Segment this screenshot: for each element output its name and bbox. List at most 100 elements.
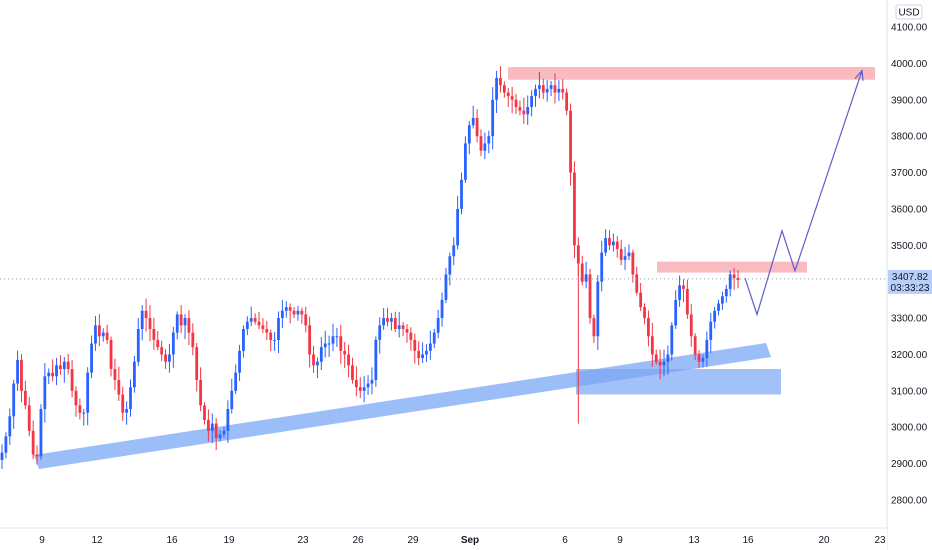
candle-body xyxy=(713,310,717,322)
candle xyxy=(553,73,557,104)
projection-path xyxy=(744,70,863,317)
candle-body xyxy=(666,354,670,362)
candle-body xyxy=(608,238,611,246)
candle-body xyxy=(86,372,90,413)
candle xyxy=(105,324,109,344)
candle xyxy=(144,298,148,332)
candle-body xyxy=(701,358,705,362)
candle-body xyxy=(164,354,167,362)
candle-body xyxy=(168,354,171,362)
candle-body xyxy=(549,85,553,89)
candle-body xyxy=(428,343,432,351)
candle-body xyxy=(436,318,440,333)
candle xyxy=(354,366,358,397)
support-zone xyxy=(576,369,781,395)
candle-body xyxy=(78,405,82,413)
y-tick-label: 2800.00 xyxy=(891,496,928,507)
candle-body xyxy=(288,307,292,311)
candle xyxy=(27,397,31,437)
candle xyxy=(580,255,584,286)
candle xyxy=(265,320,269,341)
candle xyxy=(183,314,187,340)
candle-body xyxy=(541,85,545,93)
candle-body xyxy=(74,390,78,406)
candle xyxy=(374,336,378,387)
candle-body xyxy=(4,436,8,453)
candle-body xyxy=(467,125,471,144)
candle-body xyxy=(242,328,245,351)
candle xyxy=(230,378,234,414)
candle-body xyxy=(136,328,140,362)
candle xyxy=(526,95,530,125)
candle xyxy=(608,230,611,250)
candle xyxy=(133,355,136,393)
candle-body xyxy=(588,274,592,319)
candle-body xyxy=(140,310,144,329)
candle xyxy=(464,136,467,184)
candle-body xyxy=(273,339,276,341)
candle xyxy=(226,400,230,443)
candle-body xyxy=(635,274,639,293)
candle-body xyxy=(654,354,658,362)
candle-body xyxy=(397,325,401,329)
x-tick-label: 6 xyxy=(562,535,568,546)
candle-body xyxy=(94,325,97,344)
resistance-zone xyxy=(508,67,875,80)
x-axis-panel[interactable] xyxy=(0,528,887,550)
candle-body xyxy=(156,339,160,348)
candle-body xyxy=(393,318,397,329)
candle-body xyxy=(382,318,386,326)
candle xyxy=(479,129,483,157)
candle-body xyxy=(386,318,389,322)
y-tick-label: 2900.00 xyxy=(891,459,928,470)
candle-body xyxy=(506,92,510,97)
candle-body xyxy=(8,416,12,437)
currency-badge[interactable] xyxy=(895,4,923,20)
candle-body xyxy=(413,339,417,351)
candle-body xyxy=(187,318,191,333)
candle xyxy=(409,327,413,351)
candle xyxy=(179,305,183,334)
candle-body xyxy=(678,285,681,300)
candle xyxy=(545,79,549,102)
candle xyxy=(584,261,588,289)
candle-body xyxy=(390,318,393,322)
candle xyxy=(125,401,129,425)
candle-body xyxy=(732,274,736,279)
candle xyxy=(175,311,179,340)
candle-body xyxy=(195,347,199,380)
candle xyxy=(195,342,199,392)
candle xyxy=(319,337,323,371)
candle xyxy=(514,93,518,114)
candle-body xyxy=(253,318,257,322)
candle-body xyxy=(203,405,206,420)
candle-body xyxy=(736,278,740,280)
candle-body xyxy=(327,343,331,345)
candle xyxy=(541,78,545,100)
candle xyxy=(689,304,693,347)
candle xyxy=(390,312,393,331)
candle-body xyxy=(682,285,685,289)
candle-body xyxy=(728,274,732,289)
projection-layer xyxy=(744,69,864,317)
candle-body xyxy=(580,263,584,282)
candle xyxy=(339,324,343,364)
candle-body xyxy=(47,372,51,377)
candle xyxy=(518,100,522,116)
candle-body xyxy=(179,314,183,326)
candle-body xyxy=(300,310,304,315)
candle-body xyxy=(199,379,203,406)
candle-body xyxy=(600,252,604,282)
candle-body xyxy=(27,405,31,431)
candle xyxy=(592,314,596,344)
candle xyxy=(561,79,565,100)
candle-body xyxy=(545,88,549,93)
candle-body xyxy=(152,328,156,340)
candle xyxy=(386,307,389,327)
candle-body xyxy=(339,336,343,351)
candle xyxy=(724,284,728,303)
candle xyxy=(573,161,576,259)
x-tick-label: Sep xyxy=(461,535,479,546)
candle xyxy=(736,270,740,289)
